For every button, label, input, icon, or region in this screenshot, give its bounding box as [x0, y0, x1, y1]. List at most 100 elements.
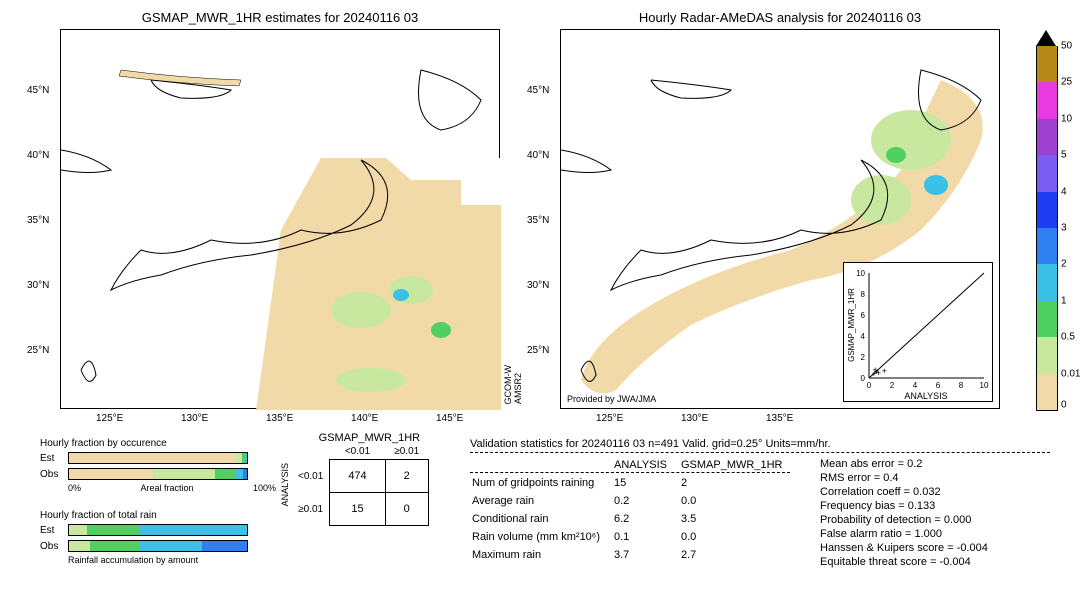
- scatter-ytick: 4: [861, 332, 866, 341]
- colorbar-seg: 5: [1037, 155, 1057, 191]
- hbar-occ-axis: 0% Areal fraction 100%: [68, 483, 276, 493]
- precip-blob: [393, 289, 409, 301]
- coastline: [651, 80, 731, 98]
- ct-c10: 15: [330, 493, 385, 526]
- hbar-seg: [69, 469, 153, 479]
- hbar-seg: [69, 525, 87, 535]
- hbar-seg: [236, 469, 243, 479]
- precip-blob: [431, 322, 451, 338]
- vt-label: Conditional rain: [472, 511, 612, 527]
- scatter-ytick: 6: [861, 311, 866, 320]
- colorbar-seg: 2: [1037, 264, 1057, 300]
- validation-block: Validation statistics for 20240116 03 n=…: [470, 438, 1050, 565]
- colorbar-seg: 3: [1037, 228, 1057, 264]
- vt-b: 3.5: [681, 511, 794, 527]
- ytick: 45°N: [527, 85, 549, 96]
- ct-row1: ≥0.01: [292, 493, 330, 526]
- coastline: [61, 150, 111, 173]
- map-left: 45°N 40°N 35°N 30°N 25°N 125°E 130°E 135…: [60, 29, 500, 409]
- hbar-tot-title: Hourly fraction of total rain: [40, 510, 260, 521]
- scatter-xtick: 2: [890, 381, 895, 390]
- metric-line: RMS error = 0.4: [820, 472, 988, 484]
- scatter-point: +: [882, 366, 887, 376]
- precip-blob: [886, 147, 906, 163]
- scatter-point: +: [872, 365, 877, 375]
- side-label: GCOM-W: [503, 365, 513, 405]
- precip-blob: [389, 276, 433, 304]
- validation-row: Rain volume (mm km²10⁶)0.10.0: [472, 529, 794, 545]
- ct-c00: 474: [330, 460, 385, 493]
- precip-blob: [924, 175, 948, 195]
- hbar-seg: [215, 469, 236, 479]
- vt-h1: GSMAP_MWR_1HR: [681, 457, 794, 473]
- colorbar-tick: 25: [1061, 77, 1072, 88]
- panel-right: Hourly Radar-AMeDAS analysis for 2024011…: [560, 10, 1000, 409]
- colorbar-seg: 0.5: [1037, 337, 1057, 373]
- colorbar-seg: 4: [1037, 192, 1057, 228]
- scatter-ytick: 10: [856, 269, 865, 278]
- hbar-occ-title: Hourly fraction by occurence: [40, 438, 260, 449]
- contingency-table: <0.01≥0.01 <0.014742 ≥0.01150: [292, 444, 429, 526]
- metric-line: Correlation coeff = 0.032: [820, 486, 988, 498]
- ytick: 35°N: [27, 215, 49, 226]
- vt-a: 0.2: [614, 493, 679, 509]
- scatter-xtick: 6: [936, 381, 941, 390]
- precip-blob: [871, 110, 951, 170]
- ytick: 30°N: [27, 280, 49, 291]
- hbar-track: [68, 524, 248, 536]
- hbar-track: [68, 452, 248, 464]
- ct-col0: <0.01: [330, 444, 385, 460]
- metric-line: Hanssen & Kuipers score = -0.004: [820, 542, 988, 554]
- ct-rowheader: ANALYSIS: [280, 463, 290, 506]
- hbar-tot-caption: Rainfall accumulation by amount: [68, 555, 260, 565]
- scatter-xtick: 10: [980, 381, 989, 390]
- colorbar-seg: 1: [1037, 301, 1057, 337]
- metric-line: Probability of detection = 0.000: [820, 514, 988, 526]
- ytick: 40°N: [27, 150, 49, 161]
- ytick: 45°N: [27, 85, 49, 96]
- scatter-ytick: 8: [861, 290, 866, 299]
- vt-label: Rain volume (mm km²10⁶): [472, 529, 612, 545]
- scatter-svg: +++++ 0246810 0246810 ANALYSIS GSMAP_MWR…: [844, 263, 994, 403]
- metric-line: False alarm ratio = 1.000: [820, 528, 988, 540]
- map-right: 45°N 40°N 35°N 30°N 25°N 125°E 130°E 135…: [560, 29, 1000, 409]
- metric-line: Frequency bias = 0.133: [820, 500, 988, 512]
- ytick: 40°N: [527, 150, 549, 161]
- swath-strip: [119, 70, 241, 86]
- hbar-seg: [69, 541, 90, 551]
- colorbar-tick: 0: [1061, 399, 1067, 410]
- colorbar-tick: 4: [1061, 186, 1067, 197]
- validation-row: Average rain0.20.0: [472, 493, 794, 509]
- root: GSMAP_MWR_1HR estimates for 20240116 03: [0, 0, 1080, 612]
- colorbar: 502510543210.50.010: [1036, 30, 1058, 410]
- colorbar-tick: 10: [1061, 113, 1072, 124]
- metric-line: Equitable threat score = -0.004: [820, 556, 988, 568]
- ct-c01: 2: [385, 460, 428, 493]
- scatter-xtick: 0: [867, 381, 872, 390]
- precip-blob: [336, 368, 406, 392]
- validation-row: Maximum rain3.72.7: [472, 547, 794, 563]
- validation-row: Conditional rain6.23.5: [472, 511, 794, 527]
- xtick: 135°E: [766, 413, 793, 424]
- colorbar-tick: 5: [1061, 150, 1067, 161]
- validation-title: Validation statistics for 20240116 03 n=…: [470, 438, 1050, 450]
- axis-r: 100%: [253, 483, 276, 493]
- scatter-xticks: 0246810: [867, 381, 989, 390]
- vt-label: Average rain: [472, 493, 612, 509]
- colorbar-segments: 502510543210.50.010: [1036, 46, 1058, 411]
- xtick: 130°E: [181, 413, 208, 424]
- scatter-ylabel: GSMAP_MWR_1HR: [847, 288, 856, 362]
- scatter-xtick: 4: [913, 381, 918, 390]
- hbar-label: Obs: [40, 541, 68, 552]
- vt-label: Num of gridpoints raining: [472, 475, 612, 491]
- axis-m: Areal fraction: [140, 483, 193, 493]
- hbar-seg: [245, 453, 247, 463]
- hbar-track: [68, 468, 248, 480]
- map-left-svg: [61, 30, 501, 410]
- colorbar-seg: 25: [1037, 82, 1057, 118]
- vt-a: 3.7: [614, 547, 679, 563]
- xtick: 145°E: [436, 413, 463, 424]
- vt-b: 0.0: [681, 529, 794, 545]
- ytick: 25°N: [527, 345, 549, 356]
- ytick: 35°N: [527, 215, 549, 226]
